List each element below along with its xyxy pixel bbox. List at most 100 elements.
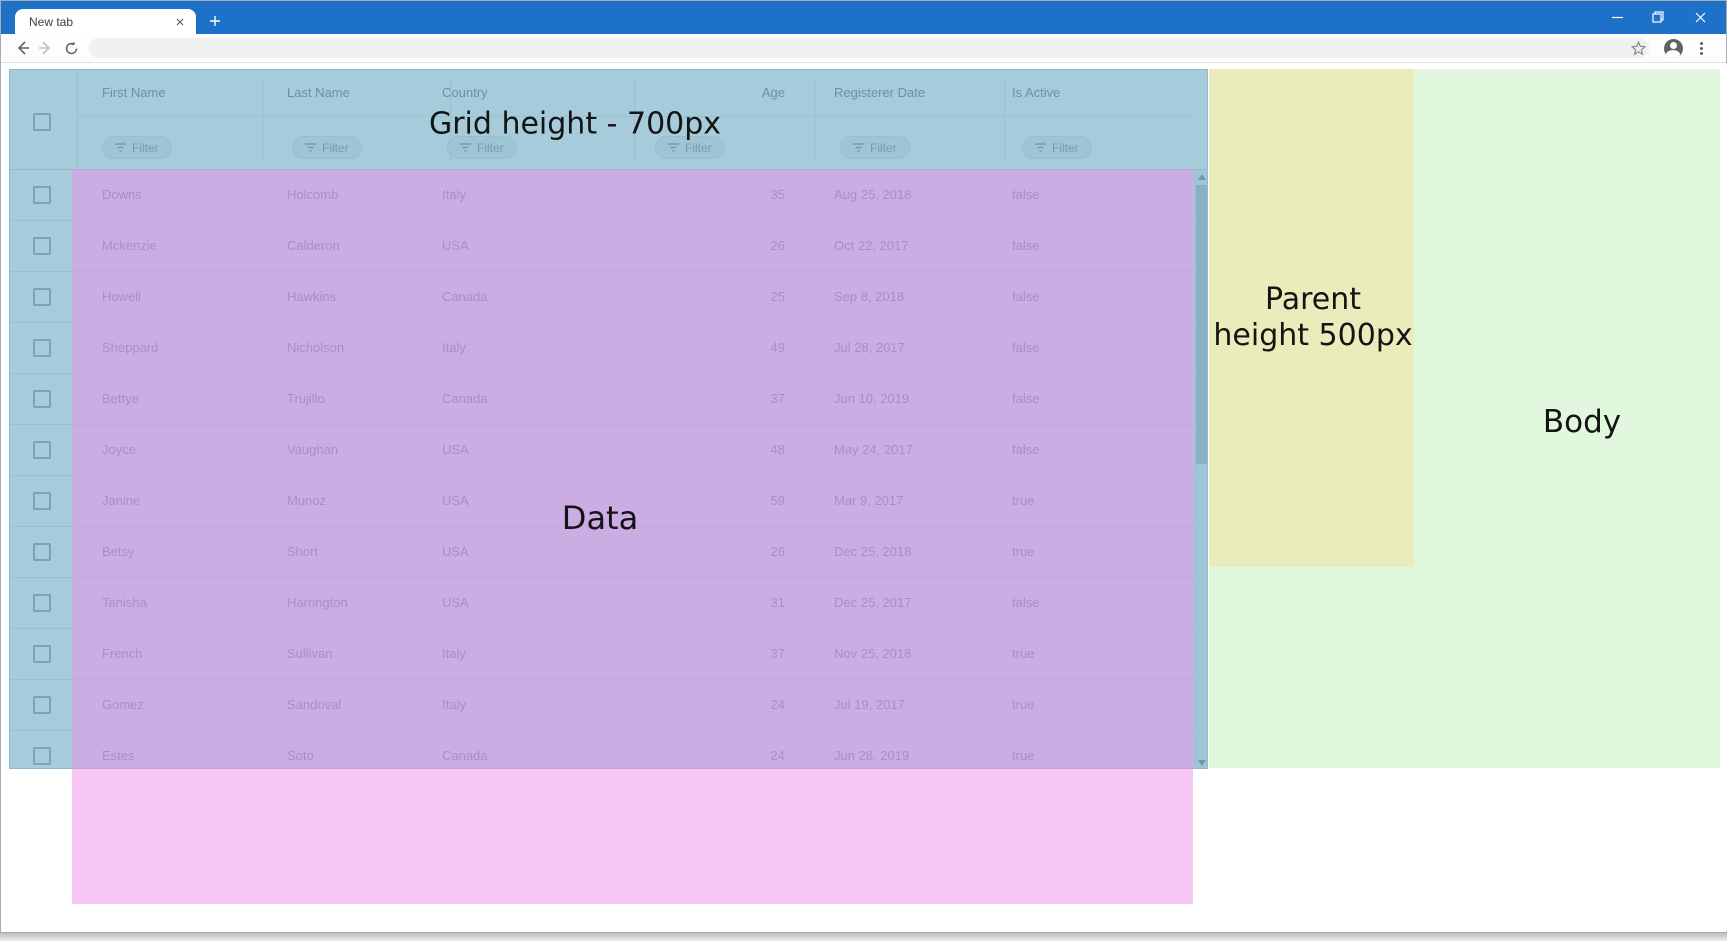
- tab-title: New tab: [29, 14, 74, 29]
- cell-country: USA: [442, 442, 469, 457]
- table-row[interactable]: Estes Soto Canada 24 Jun 28, 2019 true: [10, 731, 1194, 768]
- forward-icon[interactable]: [33, 36, 57, 60]
- table-row[interactable]: Janine Munoz USA 59 Mar 9, 2017 true: [10, 476, 1194, 527]
- cell-is-active: true: [1012, 544, 1035, 559]
- cell-registered-date: Jun 10, 2019: [834, 391, 910, 406]
- row-checkbox[interactable]: [33, 339, 51, 357]
- cell-is-active: false: [1012, 595, 1040, 610]
- column-header-age[interactable]: Age: [761, 85, 785, 100]
- scrollbar-thumb[interactable]: [1196, 185, 1207, 464]
- row-checkbox[interactable]: [33, 543, 51, 561]
- cell-registered-date: Mar 9, 2017: [834, 493, 904, 508]
- cell-first-name: Sheppard: [102, 340, 159, 355]
- filter-button-first-name[interactable]: Filter: [102, 136, 172, 159]
- filter-icon: [668, 143, 679, 152]
- back-icon[interactable]: [11, 36, 35, 60]
- table-row[interactable]: French Sullivan Italy 37 Nov 25, 2018 tr…: [10, 629, 1194, 680]
- profile-avatar-icon[interactable]: [1661, 36, 1685, 60]
- row-checkbox[interactable]: [33, 186, 51, 204]
- cell-country: Italy: [442, 646, 466, 661]
- column-header-is-active[interactable]: Is Active: [1012, 85, 1061, 100]
- scrollbar-down-icon[interactable]: [1198, 760, 1206, 766]
- cell-registered-date: Jul 19, 2017: [834, 697, 905, 712]
- cell-registered-date: Sep 8, 2018: [834, 289, 905, 304]
- row-checkbox[interactable]: [33, 747, 51, 765]
- cell-age: 37: [770, 391, 785, 406]
- cell-country: USA: [442, 238, 469, 253]
- cell-first-name: Estes: [102, 748, 135, 763]
- filter-button-is-active[interactable]: Filter: [1022, 136, 1092, 159]
- bookmark-star-icon[interactable]: [1626, 36, 1650, 60]
- table-row[interactable]: Joyce Vaughan USA 48 May 24, 2017 false: [10, 425, 1194, 476]
- menu-kebab-icon[interactable]: [1689, 36, 1713, 60]
- table-row[interactable]: Gomez Sandoval Italy 24 Jul 19, 2017 tru…: [10, 680, 1194, 731]
- cell-country: Italy: [442, 697, 466, 712]
- row-checkbox[interactable]: [33, 441, 51, 459]
- cell-first-name: Howell: [102, 289, 142, 304]
- table-row[interactable]: Bettye Trujillo Canada 37 Jun 10, 2019 f…: [10, 374, 1194, 425]
- row-checkbox[interactable]: [33, 645, 51, 663]
- cell-last-name: Holcomb: [287, 187, 339, 202]
- filter-icon: [460, 143, 471, 152]
- row-checkbox[interactable]: [33, 492, 51, 510]
- cell-first-name: French: [102, 646, 143, 661]
- cell-last-name: Trujillo: [287, 391, 325, 406]
- new-tab-button[interactable]: [207, 13, 223, 29]
- table-row[interactable]: Betsy Short USA 26 Dec 25, 2018 true: [10, 527, 1194, 578]
- cell-registered-date: Jul 28, 2017: [834, 340, 905, 355]
- select-all-checkbox[interactable]: [33, 113, 51, 131]
- cell-first-name: Betsy: [102, 544, 135, 559]
- cell-age: 59: [770, 493, 785, 508]
- cell-last-name: Short: [287, 544, 319, 559]
- table-row[interactable]: Howell Hawkins Canada 25 Sep 8, 2018 fal…: [10, 272, 1194, 323]
- row-checkbox[interactable]: [33, 288, 51, 306]
- cell-age: 37: [770, 646, 785, 661]
- cell-country: USA: [442, 595, 469, 610]
- cell-country: Italy: [442, 340, 466, 355]
- filter-button-country[interactable]: Filter: [447, 136, 517, 159]
- vertical-scrollbar[interactable]: [1194, 170, 1207, 768]
- row-checkbox[interactable]: [33, 237, 51, 255]
- cell-age: 49: [770, 340, 785, 355]
- column-header-last-name[interactable]: Last Name: [287, 85, 350, 100]
- browser-tab[interactable]: New tab: [15, 9, 196, 34]
- cell-country: Italy: [442, 187, 466, 202]
- cell-is-active: true: [1012, 697, 1035, 712]
- cell-last-name: Sullivan: [287, 646, 333, 661]
- cell-is-active: false: [1012, 289, 1040, 304]
- table-row[interactable]: Mckenzie Calderon USA 26 Oct 22, 2017 fa…: [10, 221, 1194, 272]
- cell-is-active: true: [1012, 646, 1035, 661]
- column-header-first-name[interactable]: First Name: [102, 85, 166, 100]
- row-checkbox[interactable]: [33, 696, 51, 714]
- address-bar[interactable]: [89, 38, 1649, 58]
- filter-button-registerer-date[interactable]: Filter: [840, 136, 910, 159]
- filter-button-age[interactable]: Filter: [655, 136, 725, 159]
- cell-registered-date: Aug 25, 2018: [834, 187, 912, 202]
- tab-close-icon[interactable]: [172, 14, 188, 30]
- column-header-registerer-date[interactable]: Registerer Date: [834, 85, 926, 100]
- table-row[interactable]: Downs Holcomb Italy 35 Aug 25, 2018 fals…: [10, 170, 1194, 221]
- cell-registered-date: Dec 25, 2018: [834, 544, 912, 559]
- cell-age: 26: [770, 238, 785, 253]
- row-checkbox[interactable]: [33, 594, 51, 612]
- cell-country: USA: [442, 493, 469, 508]
- row-checkbox[interactable]: [33, 390, 51, 408]
- table-row[interactable]: Sheppard Nicholson Italy 49 Jul 28, 2017…: [10, 323, 1194, 374]
- cell-is-active: false: [1012, 391, 1040, 406]
- table-row[interactable]: Tanisha Harrington USA 31 Dec 25, 2017 f…: [10, 578, 1194, 629]
- window-minimize-button[interactable]: [1596, 1, 1638, 33]
- window-restore-button[interactable]: [1637, 1, 1679, 33]
- cell-country: Canada: [442, 391, 488, 406]
- refresh-icon[interactable]: [59, 36, 83, 60]
- column-header-country[interactable]: Country: [442, 85, 488, 100]
- cell-first-name: Bettye: [102, 391, 139, 406]
- filter-icon: [1035, 143, 1046, 152]
- cell-registered-date: Dec 25, 2017: [834, 595, 912, 610]
- column-separator: [814, 78, 815, 162]
- scrollbar-up-icon[interactable]: [1198, 174, 1206, 180]
- window-close-button[interactable]: [1679, 1, 1721, 33]
- filter-button-last-name[interactable]: Filter: [292, 136, 362, 159]
- cell-is-active: true: [1012, 493, 1035, 508]
